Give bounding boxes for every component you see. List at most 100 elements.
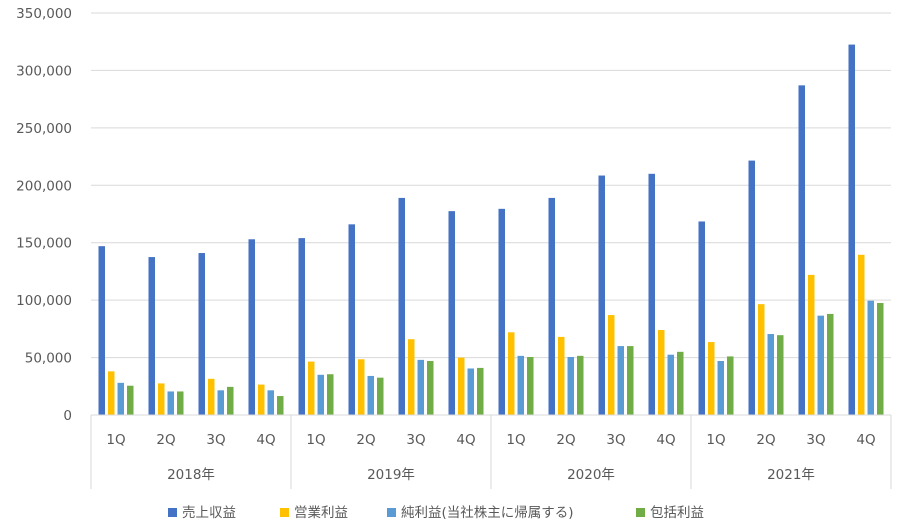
legend-swatch <box>168 508 177 517</box>
y-tick-label: 300,000 <box>16 63 72 79</box>
bar <box>548 197 555 415</box>
bar <box>348 224 355 415</box>
x-axis: 1Q 2Q 3Q 4Q 1Q 2Q 3Q 4Q 1Q 2Q 3Q 4Q 1Q 2Q 3Q 4Q 2018年 201… <box>90 414 892 489</box>
x-category-label: 3Q <box>606 432 625 448</box>
bar <box>167 391 174 415</box>
bar <box>767 334 774 415</box>
legend-label: 営業利益 <box>294 505 348 521</box>
bar <box>448 211 455 415</box>
bar <box>127 385 134 415</box>
bar <box>158 383 165 415</box>
y-tick-label: 50,000 <box>25 351 72 367</box>
bar <box>817 315 824 415</box>
bar <box>558 336 565 415</box>
bar <box>777 335 784 415</box>
bar <box>98 246 105 415</box>
legend-swatch <box>387 508 396 517</box>
bar <box>498 208 505 415</box>
bar <box>527 356 534 415</box>
bar <box>367 375 374 415</box>
bar <box>267 390 274 415</box>
bar <box>148 257 155 415</box>
bar <box>827 313 834 415</box>
bar <box>758 304 765 415</box>
bar <box>408 339 415 415</box>
x-category-label: 1Q <box>706 432 725 448</box>
x-category-label: 4Q <box>656 432 675 448</box>
x-category-label: 4Q <box>856 432 875 448</box>
x-category-label: 1Q <box>506 432 525 448</box>
bar <box>708 342 715 415</box>
bar <box>627 346 634 415</box>
x-category-label: 2Q <box>556 432 575 448</box>
bar <box>308 361 315 415</box>
bar <box>317 374 324 415</box>
bar <box>248 239 255 415</box>
x-category-label: 2Q <box>356 432 375 448</box>
bar <box>577 355 584 415</box>
bar <box>648 173 655 415</box>
x-category-label: 4Q <box>256 432 275 448</box>
bar <box>698 221 705 415</box>
bar <box>117 382 124 415</box>
y-axis: 0 50,000 100,000 150,000 200,000 250,000 300,0… <box>16 6 72 424</box>
legend-label: 包括利益 <box>650 505 704 521</box>
bar <box>298 238 305 415</box>
bar <box>798 85 805 416</box>
bar <box>427 361 434 415</box>
bar <box>327 374 334 415</box>
bar <box>398 197 405 415</box>
y-tick-label: 200,000 <box>16 178 72 194</box>
bar <box>617 346 624 415</box>
bar <box>217 390 224 415</box>
gridlines <box>91 12 891 359</box>
bar <box>748 160 755 415</box>
bar <box>667 354 674 415</box>
x-category-label: 1Q <box>106 432 125 448</box>
x-category-label: 1Q <box>306 432 325 448</box>
x-group-label: 2018年 <box>167 467 215 483</box>
y-tick-label: 0 <box>63 408 72 424</box>
bar <box>517 355 524 415</box>
bar <box>458 357 465 415</box>
bar <box>658 330 665 415</box>
bar <box>677 351 684 415</box>
legend-label: 純利益(当社株主に帰属する) <box>401 504 574 521</box>
bar <box>108 371 115 415</box>
bar <box>177 391 184 415</box>
bar <box>208 378 215 415</box>
bar <box>808 274 815 415</box>
legend: 売上収益 営業利益 純利益(当社株主に帰属する) 包括利益 <box>168 504 704 521</box>
x-category-label: 2Q <box>756 432 775 448</box>
bar <box>198 253 205 415</box>
x-category-label: 3Q <box>806 432 825 448</box>
bar <box>508 332 515 415</box>
bar <box>858 254 865 415</box>
bar <box>477 367 484 415</box>
bar <box>727 356 734 415</box>
x-group-label: 2021年 <box>767 467 815 483</box>
y-tick-label: 350,000 <box>16 6 72 22</box>
x-category-label: 2Q <box>156 432 175 448</box>
legend-swatch <box>636 508 645 517</box>
bar <box>377 377 384 415</box>
bar <box>567 356 574 415</box>
x-category-label: 3Q <box>406 432 425 448</box>
x-group-label: 2020年 <box>567 467 615 483</box>
bar <box>358 359 365 415</box>
x-category-label: 3Q <box>206 432 225 448</box>
legend-label: 売上収益 <box>182 505 236 521</box>
y-tick-label: 250,000 <box>16 121 72 137</box>
x-category-label: 4Q <box>456 432 475 448</box>
bar <box>467 368 474 415</box>
y-tick-label: 150,000 <box>16 236 72 252</box>
bar <box>598 175 605 415</box>
legend-swatch <box>280 508 289 517</box>
bar <box>608 315 615 415</box>
bar <box>417 359 424 415</box>
bar <box>258 384 265 415</box>
y-tick-label: 100,000 <box>16 293 72 309</box>
bar <box>227 386 234 415</box>
bar <box>717 361 724 415</box>
